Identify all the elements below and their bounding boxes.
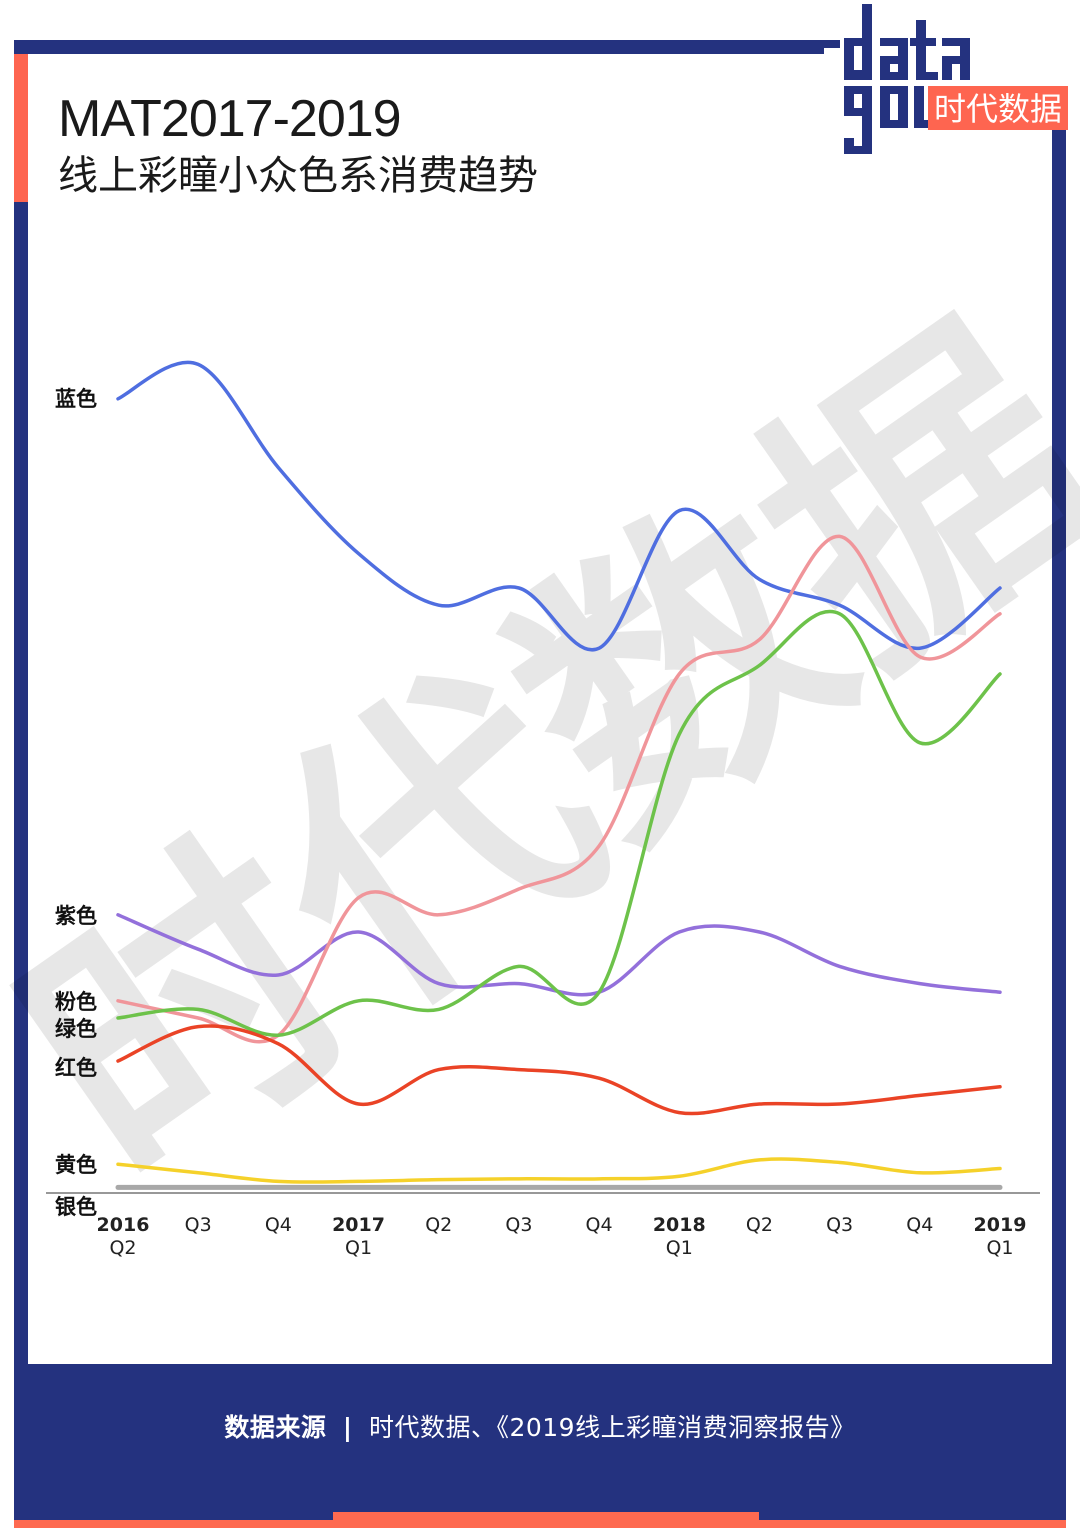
title-line-1: MAT2017-2019: [58, 90, 402, 148]
x-tick-label: Q4: [585, 1214, 613, 1236]
svg-text:时代数据: 时代数据: [0, 270, 1080, 1244]
line-chart: 时代数据: [0, 270, 1080, 1244]
watermark: 时代数据: [0, 270, 1080, 1244]
series-label-blue: 蓝色: [55, 387, 97, 411]
x-tick-label: 2016 Q2: [96, 1214, 150, 1259]
data-source-separator: |: [342, 1413, 353, 1442]
series-line-purple: [116, 913, 1002, 997]
x-tick-label: Q4: [264, 1214, 292, 1236]
series-line-blue: [116, 360, 1002, 652]
series-layer: [115, 360, 1003, 1190]
series-label-purple: 紫色: [55, 904, 97, 928]
x-tick-label: Q2: [745, 1214, 773, 1236]
x-tick-label: Q3: [826, 1214, 854, 1236]
data-source-text: 时代数据、《2019线上彩瞳消费洞察报告》: [368, 1413, 856, 1442]
data-source-label: 数据来源: [224, 1413, 327, 1442]
footer-band: [14, 1364, 1066, 1528]
x-tick-label: 2019 Q1: [973, 1214, 1027, 1259]
data-source: 数据来源 | 时代数据、《2019线上彩瞳消费洞察报告》: [0, 1408, 1080, 1444]
x-tick-label: 2017 Q1: [332, 1214, 385, 1259]
datagood-logo: 时代数据: [820, 0, 1070, 160]
x-tick-label: Q3: [505, 1214, 533, 1236]
series-label-green: 绿色: [55, 1017, 97, 1041]
series-line-green: [116, 609, 1002, 1037]
series-label-silver: 银色: [55, 1195, 97, 1219]
chart-title: MAT2017-2019 线上彩瞳小众色系消费趋势: [58, 90, 538, 204]
series-line-yellow: [116, 1157, 1002, 1184]
frame-left-bar: [14, 40, 28, 1380]
series-label-pink: 粉色: [55, 990, 97, 1014]
frame-top-bar: [14, 40, 824, 54]
title-line-2: 线上彩瞳小众色系消费趋势: [58, 153, 538, 199]
series-line-red: [116, 1024, 1002, 1116]
x-tick-label: 2018 Q1: [652, 1214, 706, 1259]
series-label-red: 红色: [55, 1056, 97, 1080]
x-tick-label: Q4: [906, 1214, 934, 1236]
svg-text:时代数据: 时代数据: [934, 90, 1062, 128]
footer-accent-bar: [333, 1512, 759, 1528]
frame-right-bar: [1052, 130, 1066, 1380]
datagood-wordmark-icon: 时代数据: [820, 4, 1068, 160]
x-tick-label: Q3: [184, 1214, 212, 1236]
series-label-yellow: 黄色: [55, 1153, 97, 1177]
x-tick-label: Q2: [425, 1214, 453, 1236]
frame-left-accent: [14, 54, 28, 202]
